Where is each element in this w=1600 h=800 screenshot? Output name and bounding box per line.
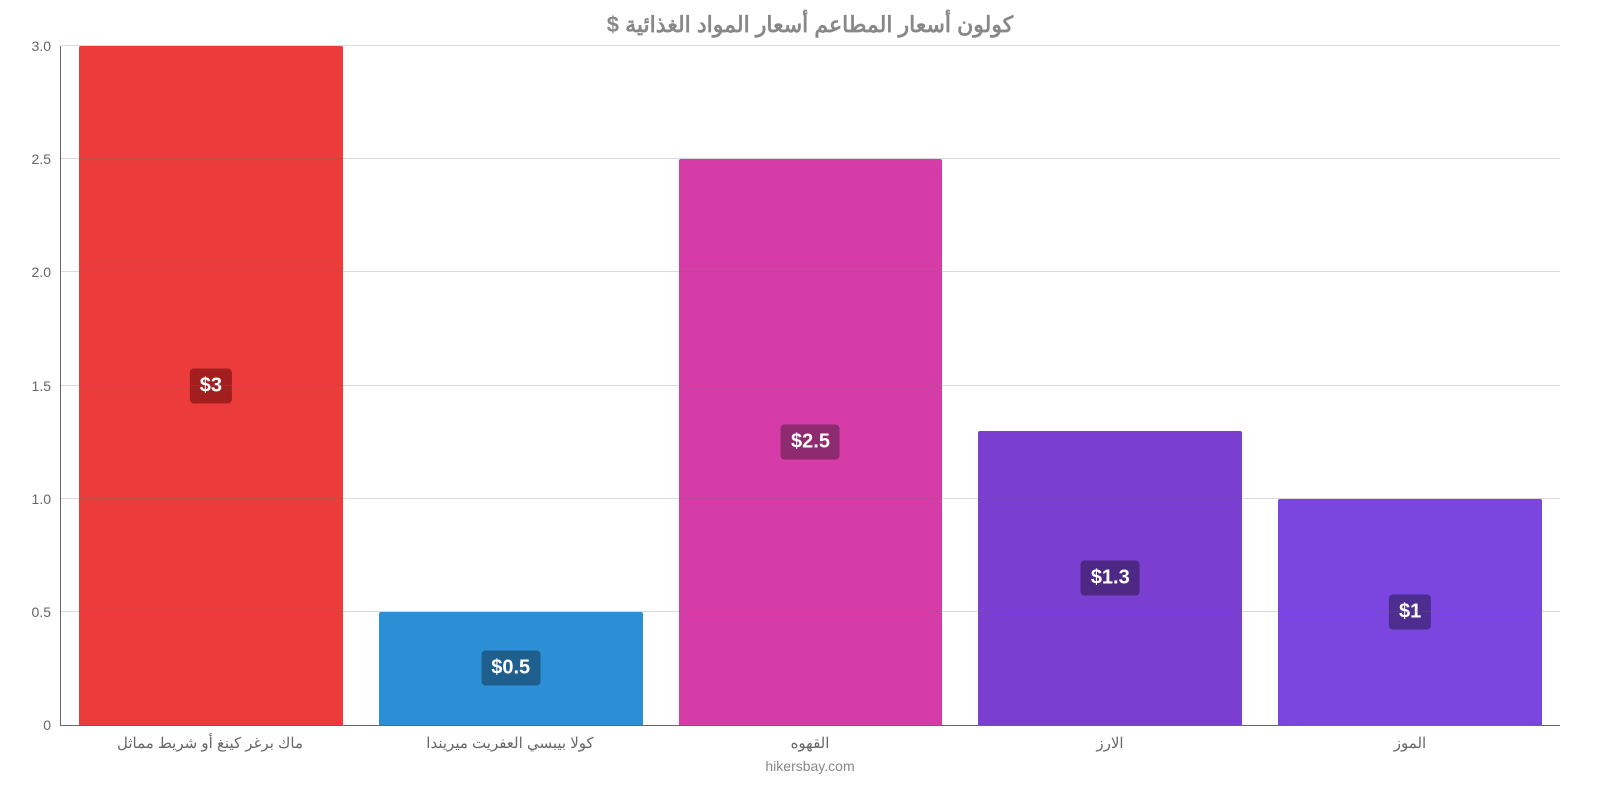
y-tick-label: 0 [43, 717, 51, 733]
x-tick-label: الموز [1260, 734, 1560, 752]
gridline [61, 45, 1560, 46]
plot-area: $3$0.5$2.5$1.3$1 00.51.01.52.02.53.0 [60, 46, 1560, 726]
x-tick-label: الارز [960, 734, 1260, 752]
bar-slot: $0.5 [361, 46, 661, 725]
bar: $2.5 [679, 159, 943, 725]
bar-value-label: $2.5 [781, 425, 840, 460]
price-bar-chart: كولون أسعار المطاعم أسعار المواد الغذائي… [0, 0, 1600, 800]
bar-slot: $1 [1260, 46, 1560, 725]
bar: $1.3 [978, 431, 1242, 725]
bar-value-label: $1.3 [1081, 560, 1140, 595]
bar: $3 [79, 46, 343, 725]
gridline [61, 611, 1560, 612]
x-axis-labels: ماك برغر كينغ أو شريط مماثلكولا بيبسي ال… [60, 734, 1560, 752]
bars-row: $3 $0.5 $2.5 $1.3 $1 [61, 46, 1560, 725]
gridline [61, 385, 1560, 386]
chart-title: كولون أسعار المطاعم أسعار المواد الغذائي… [60, 12, 1560, 38]
bar-slot: $3 [61, 46, 361, 725]
gridline [61, 271, 1560, 272]
gridline [61, 498, 1560, 499]
y-tick-label: 0.5 [32, 604, 51, 620]
x-tick-label: ماك برغر كينغ أو شريط مماثل [60, 734, 360, 752]
y-tick-label: 2.5 [32, 151, 51, 167]
x-tick-label: القهوه [660, 734, 960, 752]
y-tick-label: 2.0 [32, 264, 51, 280]
bar: $0.5 [379, 612, 643, 725]
bar-value-label: $0.5 [481, 651, 540, 686]
y-tick-label: 1.5 [32, 378, 51, 394]
attribution-text: hikersbay.com [60, 758, 1560, 774]
gridline [61, 158, 1560, 159]
x-tick-label: كولا بيبسي العفريت ميريندا [360, 734, 660, 752]
y-tick-label: 1.0 [32, 491, 51, 507]
bar-value-label: $3 [190, 368, 232, 403]
y-tick-label: 3.0 [32, 38, 51, 54]
bar-slot: $1.3 [960, 46, 1260, 725]
bar-slot: $2.5 [661, 46, 961, 725]
